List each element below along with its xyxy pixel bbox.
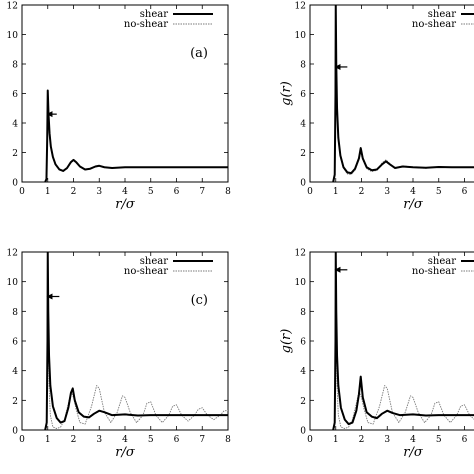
panel-c-ytick-label: 12 [7, 249, 18, 259]
panel-a-ytick-label: 0 [12, 179, 18, 189]
panel-a-xtick-label: 6 [174, 187, 180, 197]
panel-b-xtick-label: 0 [307, 187, 313, 197]
panel-d-xtick-label: 5 [436, 435, 442, 445]
panel-d-ytick-label: 8 [300, 308, 306, 318]
panel-b-arrow-head [334, 63, 341, 70]
panel-a-xtick-label: 7 [199, 187, 205, 197]
panel-c-legend-label-shear: shear [140, 256, 168, 267]
panel-b-xtick-label: 4 [410, 187, 416, 197]
panel-d-xtick-label: 3 [384, 435, 390, 445]
panel-c-xtick-label: 0 [19, 435, 25, 445]
panel-c-xtick-label: 2 [71, 435, 77, 445]
panel-d-xtick-label: 1 [333, 435, 339, 445]
panel-d: 012345678024681012r/σg(r)shearno-shear(d… [279, 249, 474, 460]
panel-d-ytick-label: 6 [300, 338, 306, 348]
panel-d-legend-label-shear: shear [428, 256, 456, 267]
panel-b-ytick-label: 6 [300, 90, 306, 100]
panel-a-ytick-label: 2 [12, 149, 18, 159]
panel-a-ytick-label: 10 [7, 31, 19, 41]
panel-c-ytick-label: 4 [12, 367, 18, 377]
panel-c-ytick-label: 8 [12, 308, 18, 318]
panel-a-xtick-label: 5 [148, 187, 154, 197]
panel-b-series-no-shear [332, 11, 474, 182]
panel-c-xtick-label: 1 [45, 435, 51, 445]
panel-b-ytick-label: 2 [300, 149, 306, 159]
panel-b-xtick-label: 1 [333, 187, 339, 197]
panel-c-legend-label-no-shear: no-shear [124, 266, 168, 277]
panel-d-ytick-label: 4 [300, 367, 306, 377]
panel-b-xtick-label: 6 [462, 187, 468, 197]
panel-b-legend-label-shear: shear [428, 9, 456, 20]
panel-a-label: (a) [190, 46, 208, 61]
panel-c-xtick-label: 3 [96, 435, 102, 445]
panel-d-ytick-label: 2 [300, 397, 306, 407]
panel-a-legend-label-no-shear: no-shear [124, 19, 168, 30]
panel-b-ytick-label: 8 [300, 61, 306, 71]
panel-b-ylabel: g(r) [279, 81, 294, 106]
panel-d-xlabel: r/σ [403, 445, 424, 460]
panel-a-ytick-label: 4 [12, 120, 18, 130]
panel-b-series-shear [332, 5, 474, 182]
panel-a-ytick-label: 6 [12, 90, 18, 100]
panel-d-ytick-label: 0 [300, 427, 306, 437]
panel-a-xtick-label: 3 [96, 187, 102, 197]
panel-c-label: (c) [191, 293, 208, 308]
panel-d-series-no-shear [332, 288, 474, 430]
panel-a-xlabel: r/σ [115, 197, 136, 212]
panel-a-xtick-label: 0 [19, 187, 25, 197]
panel-c-xlabel: r/σ [115, 445, 136, 460]
panel-b: 012345678024681012r/σg(r)shearno-shear(b… [279, 2, 474, 212]
panel-b-legend-label-no-shear: no-shear [412, 19, 456, 30]
panel-a-xtick-label: 1 [45, 187, 51, 197]
panel-d-legend-label-no-shear: no-shear [412, 266, 456, 277]
panel-a-legend-label-shear: shear [140, 9, 168, 20]
panel-b-ytick-label: 12 [295, 2, 306, 12]
panel-c-xtick-label: 8 [225, 435, 231, 445]
panel-c-ytick-label: 2 [12, 397, 18, 407]
panel-a-xtick-label: 8 [225, 187, 231, 197]
panel-d-xtick-label: 6 [462, 435, 468, 445]
panel-c-xtick-label: 4 [122, 435, 128, 445]
panel-c-ytick-label: 10 [7, 278, 19, 288]
panel-d-ytick-label: 10 [295, 278, 307, 288]
panel-a-series-no-shear [44, 93, 228, 182]
panel-a-xtick-label: 2 [71, 187, 77, 197]
panel-a-series-shear [44, 89, 228, 182]
panel-d-arrow-head [334, 266, 341, 273]
panel-b-xtick-label: 5 [436, 187, 442, 197]
panel-c-xtick-label: 7 [199, 435, 205, 445]
panel-c-arrow-head [46, 293, 53, 300]
panel-a-xtick-label: 4 [122, 187, 128, 197]
panel-d-xtick-label: 0 [307, 435, 313, 445]
panel-a-arrow-head [46, 111, 53, 118]
panel-b-ytick-label: 4 [300, 120, 306, 130]
panel-b-xtick-label: 2 [359, 187, 365, 197]
panel-b-ytick-label: 10 [295, 31, 307, 41]
panel-b-xtick-label: 3 [384, 187, 390, 197]
panel-a-ytick-label: 8 [12, 61, 18, 71]
panel-d-ylabel: g(r) [279, 329, 294, 354]
panel-d-xtick-label: 2 [359, 435, 365, 445]
panel-c-xtick-label: 6 [174, 435, 180, 445]
panel-c-series-no-shear [44, 288, 228, 430]
panel-c-series-shear [44, 252, 228, 430]
panel-b-ytick-label: 0 [300, 179, 306, 189]
panel-b-xlabel: r/σ [403, 197, 424, 212]
panel-c-xtick-label: 5 [148, 435, 154, 445]
panel-d-ytick-label: 12 [295, 249, 306, 259]
panel-d-xtick-label: 4 [410, 435, 416, 445]
panel-a-ytick-label: 12 [7, 2, 18, 12]
panel-d-series-shear [332, 252, 474, 430]
panel-c-ytick-label: 0 [12, 427, 18, 437]
panel-c-ytick-label: 6 [12, 338, 18, 348]
